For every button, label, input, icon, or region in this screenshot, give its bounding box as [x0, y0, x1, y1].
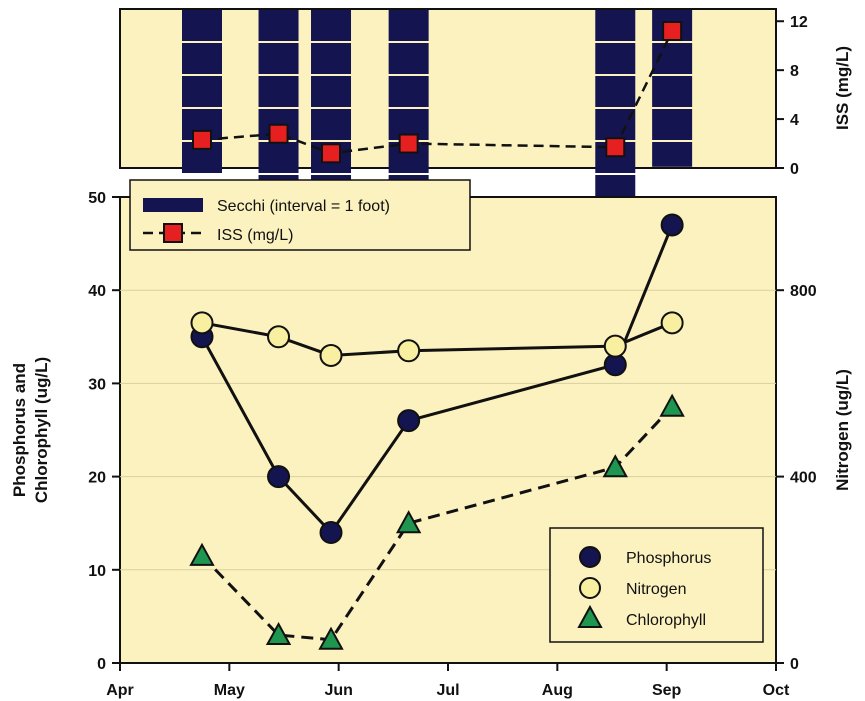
bottom-panel: 0 10 20 30 40 50 0 400 800 Apr May Jun Jul Aug Sep Oc… [10, 179, 852, 699]
secchi-segment [311, 76, 352, 107]
top-right-tick-label: 8 [790, 63, 799, 80]
secchi-segment [652, 76, 693, 107]
nitrogen-point [319, 343, 343, 367]
legend-phosphorus-marker [579, 546, 601, 568]
legend-iss-marker [163, 223, 183, 243]
month-tick-label: Apr [106, 682, 134, 699]
top-right-tick-label: 12 [790, 14, 808, 31]
legend-chlorophyll-marker [577, 604, 603, 628]
secchi-segment [388, 76, 429, 107]
right-axis-title: Nitrogen (ug/L) [833, 369, 852, 491]
phosphorus-point [267, 465, 291, 489]
secchi-segment [652, 109, 693, 140]
secchi-segment [311, 43, 352, 74]
month-tick-label: Jun [324, 682, 352, 699]
left-tick-label: 0 [97, 656, 106, 673]
iss-point [398, 133, 419, 154]
left-tick-label: 50 [88, 190, 106, 207]
left-axis-title-line2: Chlorophyll (ug/L) [32, 357, 51, 503]
legend-nitrogen-marker [579, 577, 601, 599]
nitrogen-point [267, 325, 291, 349]
right-tick-label: 800 [790, 283, 817, 300]
right-tick-label: 0 [790, 656, 799, 673]
chlorophyll-line [200, 405, 674, 642]
left-tick-label: 20 [88, 470, 106, 487]
left-axis-title-line1: Phosphorus and [10, 363, 29, 497]
left-tick-label: 30 [88, 376, 106, 393]
month-axis-ticks: Apr May Jun Jul Aug Sep Oct [106, 663, 790, 699]
secchi-segment [388, 10, 429, 41]
secchi-segment [595, 43, 636, 74]
top-right-tick-label: 4 [790, 112, 799, 129]
secchi-segment [311, 109, 352, 140]
month-tick-label: Jul [436, 682, 459, 699]
secchi-segment [258, 43, 299, 74]
iss-series [192, 21, 683, 164]
legend-secchi-label: Secchi (interval = 1 foot) [217, 198, 390, 215]
phosphorus-point [319, 521, 343, 545]
nitrogen-point [660, 311, 684, 335]
legend-chlorophyll-label: Chlorophyll [626, 612, 706, 629]
legend-box-top [129, 179, 471, 251]
chlorophyll-point [659, 393, 685, 417]
legend-iss-label: ISS (mg/L) [217, 227, 293, 244]
legend-secchi-swatch [143, 198, 203, 212]
phosphorus-point [397, 409, 421, 433]
month-tick-label: Sep [652, 682, 682, 699]
nitrogen-point [190, 311, 214, 335]
top-right-tick-label: 0 [790, 161, 799, 178]
secchi-segment [595, 76, 636, 107]
chlorophyll-point [189, 542, 215, 566]
secchi-segment [182, 76, 222, 107]
iss-point [605, 137, 626, 158]
month-tick-label: May [214, 682, 245, 699]
nutrient-series [189, 213, 685, 650]
secchi-segment [258, 10, 299, 41]
nitrogen-point [603, 334, 627, 358]
phosphorus-point [660, 213, 684, 237]
chlorophyll-point [602, 454, 628, 478]
secchi-segment [182, 43, 222, 74]
iss-point [662, 21, 683, 42]
nutrient-legend: Phosphorus Nitrogen Chlorophyll [549, 527, 764, 643]
bottom-left-axis-ticks: 0 10 20 30 40 50 [88, 190, 120, 673]
top-panel: 0 4 8 12 ISS (mg/L) [119, 8, 852, 239]
secchi-segment [652, 142, 693, 167]
right-tick-label: 400 [790, 470, 817, 487]
secchi-segment [595, 10, 636, 41]
chlorophyll-point [395, 510, 422, 534]
secchi-segment [388, 43, 429, 74]
secchi-segment [258, 142, 299, 173]
bottom-right-axis-ticks: 0 400 800 [776, 283, 817, 673]
nitrogen-point [397, 339, 421, 363]
top-right-axis-title: ISS (mg/L) [833, 46, 852, 130]
secchi-bar [652, 10, 693, 167]
legend-phosphorus-label: Phosphorus [626, 550, 711, 567]
secchi-segment [258, 76, 299, 107]
iss-point [268, 123, 289, 144]
left-tick-label: 10 [88, 563, 106, 580]
chlorophyll-point [265, 621, 292, 646]
iss-point [321, 143, 342, 164]
iss-point [192, 129, 212, 150]
top-right-axis-ticks: 0 4 8 12 [776, 14, 808, 178]
secchi-iss-legend: Secchi (interval = 1 foot) ISS (mg/L) [129, 179, 471, 251]
secchi-segment [595, 109, 636, 140]
left-tick-label: 40 [88, 283, 106, 300]
secchi-segment [182, 10, 222, 41]
secchi-segment [311, 10, 352, 41]
legend-nitrogen-label: Nitrogen [626, 581, 686, 598]
month-tick-label: Oct [763, 682, 790, 699]
month-tick-label: Aug [542, 682, 573, 699]
chlorophyll-point [318, 626, 344, 650]
iss-line [201, 30, 674, 155]
